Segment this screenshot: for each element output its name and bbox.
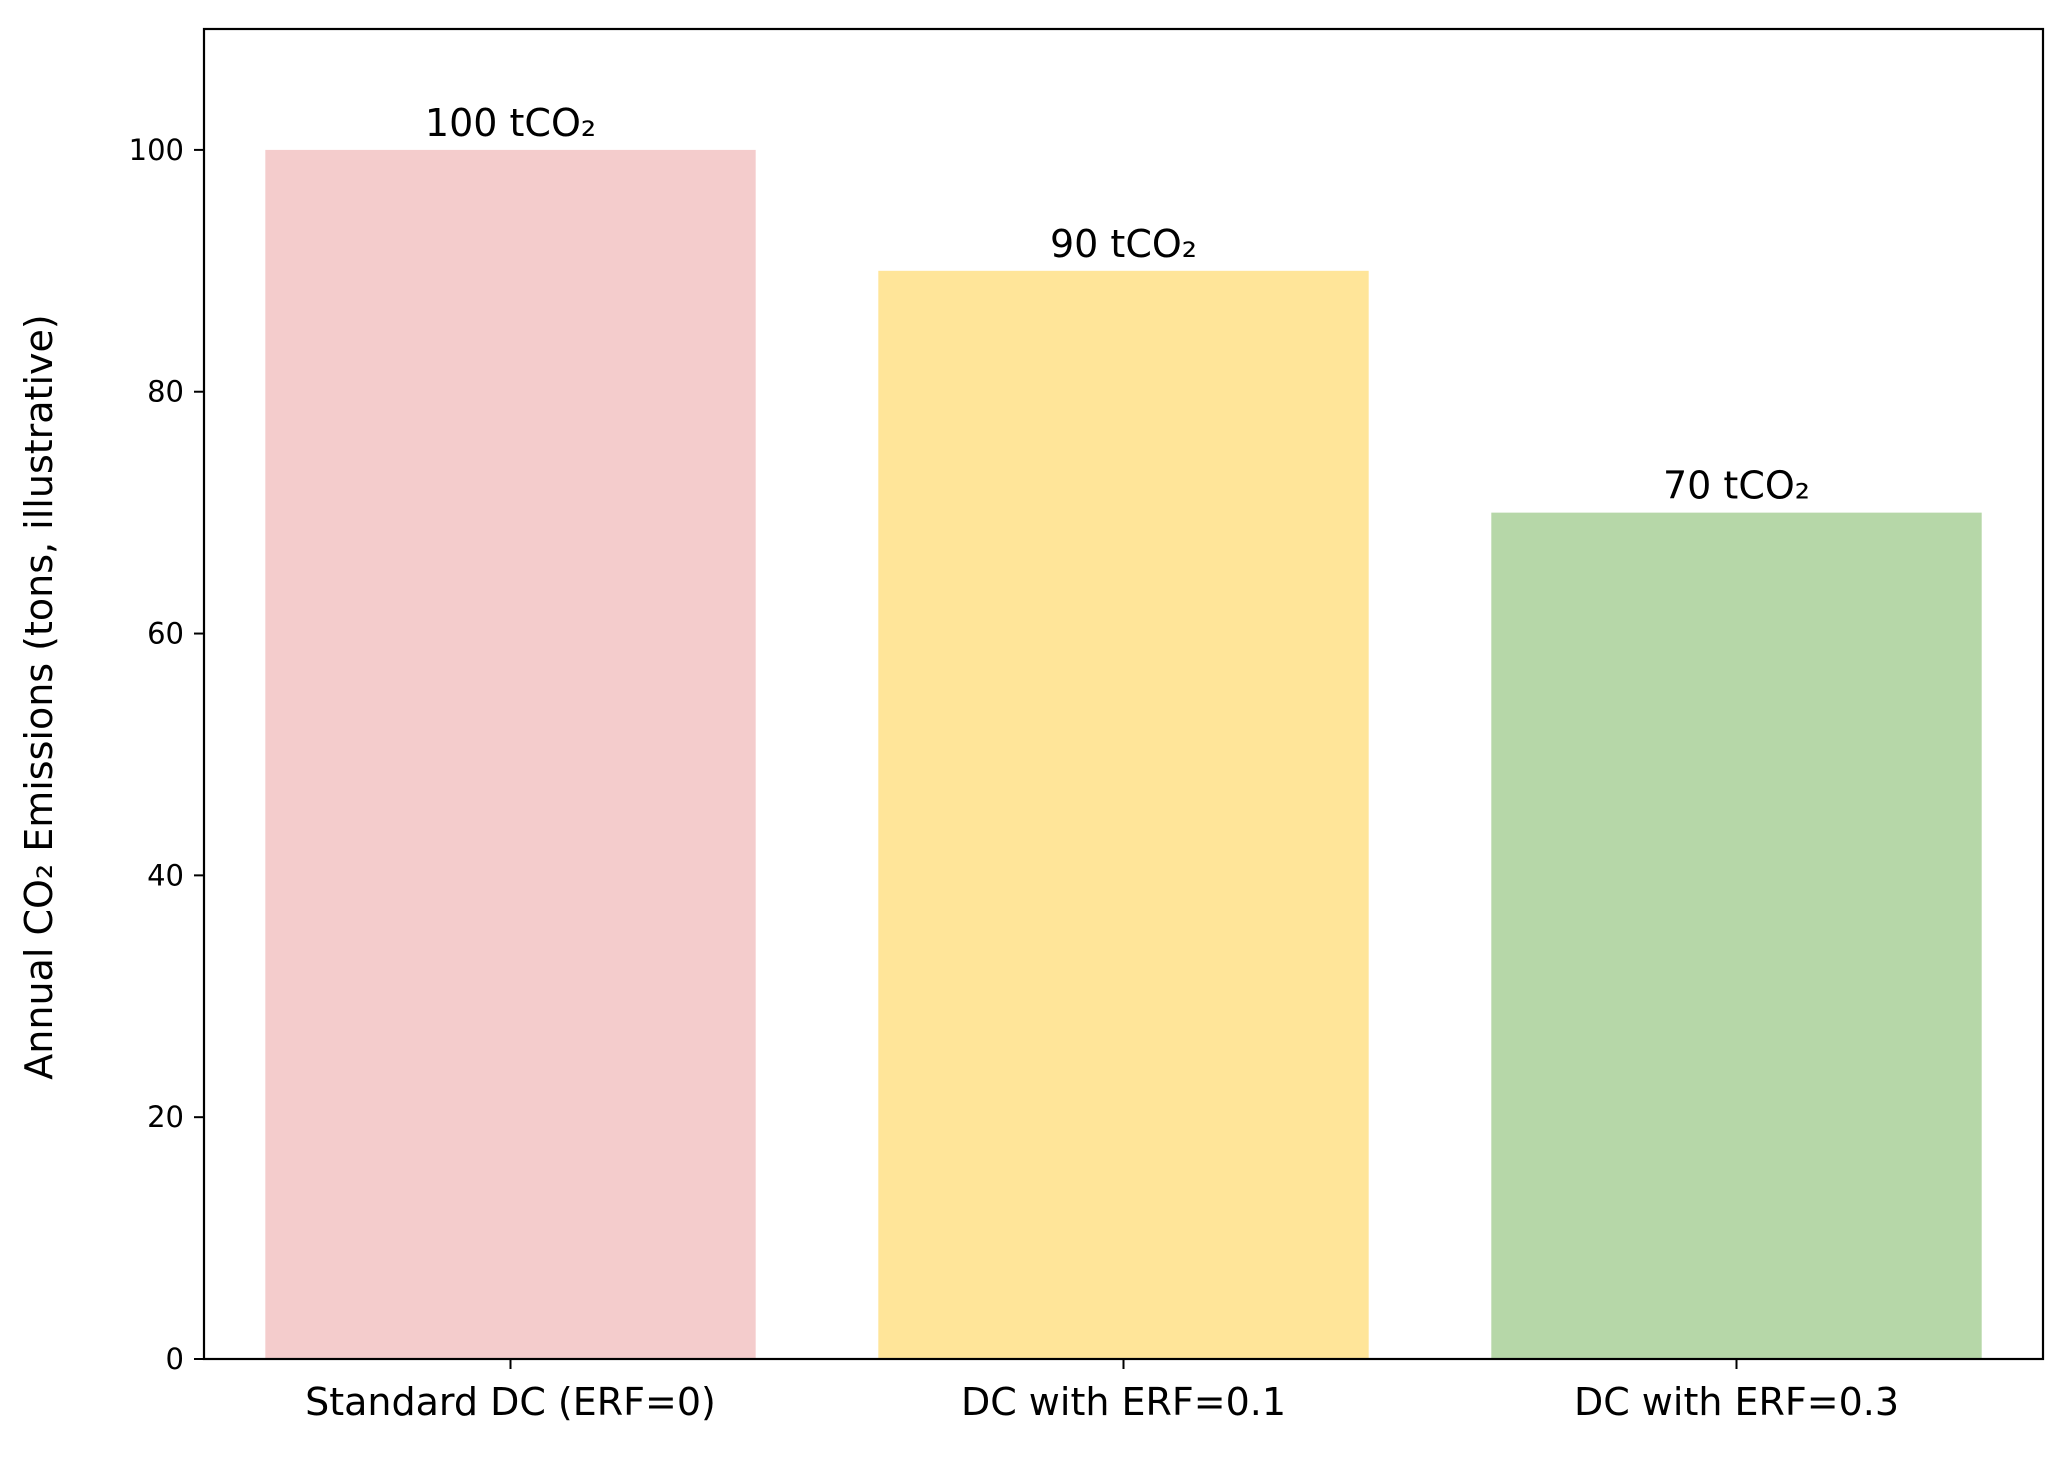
bar-1 <box>265 149 756 1360</box>
y-axis-title: Annual CO₂ Emissions (tons, illustrative… <box>17 314 61 1079</box>
data-label-3: 70 tCO₂ <box>1663 464 1810 508</box>
x-tick-label-3: DC with ERF=0.3 <box>1574 1380 1899 1424</box>
y-tick-label-40: 40 <box>147 858 184 892</box>
y-tick-label-20: 20 <box>147 1100 184 1134</box>
x-tick-label-2: DC with ERF=0.1 <box>961 1380 1286 1424</box>
data-labels-group: 100 tCO₂ 90 tCO₂ 70 tCO₂ <box>425 101 1810 508</box>
x-tick-label-1: Standard DC (ERF=0) <box>305 1380 716 1424</box>
data-label-1: 100 tCO₂ <box>425 101 596 145</box>
x-axis: Standard DC (ERF=0) DC with ERF=0.1 DC wit… <box>305 1359 1899 1424</box>
y-axis: 0 20 40 60 80 100 <box>129 133 204 1376</box>
bar-3 <box>1491 512 1982 1359</box>
y-tick-label-100: 100 <box>129 133 184 167</box>
bar-2 <box>878 270 1369 1360</box>
bars-group <box>265 149 1982 1360</box>
y-tick-label-80: 80 <box>147 375 184 409</box>
data-label-2: 90 tCO₂ <box>1050 222 1197 266</box>
y-tick-label-0: 0 <box>166 1342 184 1376</box>
y-tick-label-60: 60 <box>147 617 184 651</box>
